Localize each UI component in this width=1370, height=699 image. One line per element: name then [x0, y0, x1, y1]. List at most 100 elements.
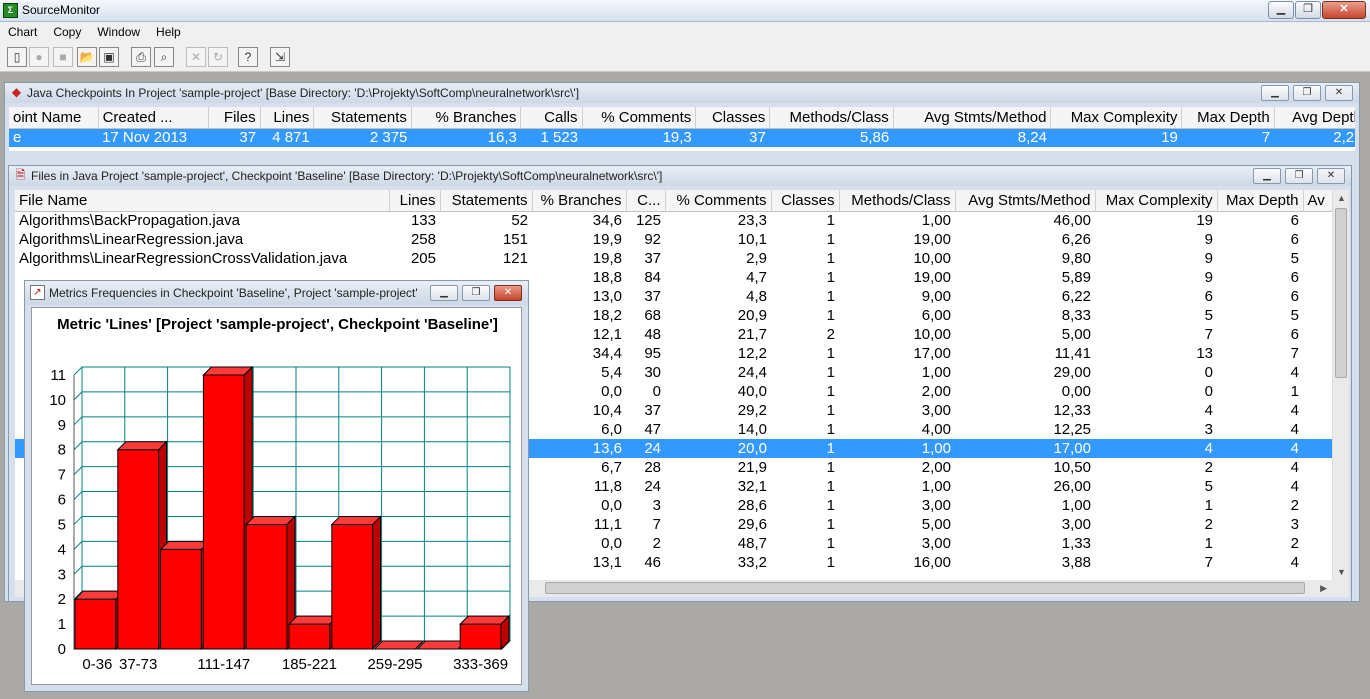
minimize-button[interactable]: ▁ [1268, 1, 1294, 19]
new-icon[interactable]: ▯ [7, 47, 27, 67]
column-header[interactable]: Methods/Class [770, 107, 893, 128]
column-header[interactable]: Lines [389, 190, 440, 211]
table-row[interactable]: e 17 Nov 2013 37 4 871 2 375 16,3 1 523 19,3 37 5… [9, 128, 1355, 147]
table-cell: 2,27 [1274, 128, 1355, 147]
column-header[interactable]: oint Name [9, 107, 98, 128]
gridline [74, 367, 82, 375]
column-header[interactable]: Max Complexity [1095, 190, 1217, 211]
column-header[interactable]: Calls [521, 107, 582, 128]
y-tick-label: 5 [58, 516, 66, 533]
close-button[interactable]: ✕ [1322, 1, 1366, 19]
restore-button[interactable]: ❐ [462, 285, 490, 301]
column-header[interactable]: Avg Stmts/Method [893, 107, 1051, 128]
column-header[interactable]: File Name [15, 190, 389, 211]
restore-button[interactable]: ❐ [1295, 1, 1321, 19]
column-header[interactable]: Classes [771, 190, 839, 211]
table-cell: 6,26 [955, 230, 1095, 249]
column-header[interactable]: C... [626, 190, 665, 211]
table-cell: 29,00 [955, 363, 1095, 382]
stop-icon[interactable]: ■ [53, 47, 73, 67]
table-cell: 33,2 [665, 553, 771, 572]
table-cell: 13,1 [532, 553, 626, 572]
table-cell: 5,89 [955, 268, 1095, 287]
table-cell: 4 [1095, 401, 1217, 420]
minimize-button[interactable]: ▁ [430, 285, 458, 301]
column-header[interactable]: Created ... [98, 107, 209, 128]
column-header[interactable]: Classes [696, 107, 770, 128]
help-cursor-icon[interactable]: ? [238, 47, 258, 67]
scrollbar-thumb[interactable] [1335, 208, 1347, 378]
table-cell: 48 [626, 325, 665, 344]
scrollbar-thumb[interactable] [545, 582, 1305, 594]
table-cell: 29,2 [665, 401, 771, 420]
column-header[interactable]: % Branches [532, 190, 626, 211]
record-icon[interactable]: ● [29, 47, 49, 67]
chart-window: ↗ Metrics Frequencies in Checkpoint 'Bas… [24, 280, 529, 692]
gridline [74, 492, 82, 500]
column-header[interactable]: Files [209, 107, 261, 128]
close-button[interactable]: ✕ [1317, 168, 1345, 184]
print-icon[interactable]: ⎙ [131, 47, 151, 67]
diamond-icon: ◆ [9, 85, 24, 100]
table-cell: 1 [771, 268, 839, 287]
column-header[interactable]: Avg Stmts/Method [955, 190, 1095, 211]
column-header[interactable]: % Comments [582, 107, 696, 128]
refresh-icon[interactable]: ↻ [208, 47, 228, 67]
delete-icon[interactable]: ✕ [186, 47, 206, 67]
restore-button[interactable]: ❐ [1293, 85, 1321, 101]
column-header[interactable]: % Branches [411, 107, 520, 128]
menu-window[interactable]: Window [89, 22, 148, 39]
column-header[interactable]: Lines [260, 107, 314, 128]
minimize-button[interactable]: ▁ [1261, 85, 1289, 101]
column-header[interactable]: Methods/Class [839, 190, 955, 211]
scroll-up-icon[interactable]: ▲ [1337, 193, 1346, 203]
table-cell: e [9, 128, 98, 147]
print-preview-icon[interactable]: ⌕ [154, 47, 174, 67]
column-header[interactable]: Max Complexity [1051, 107, 1182, 128]
gridline [74, 566, 82, 574]
table-cell: 37 [626, 401, 665, 420]
table-row[interactable]: Algorithms\LinearRegression.java 258 151 19… [15, 230, 1349, 249]
column-header[interactable]: Avg Depth [1274, 107, 1355, 128]
table-cell: 19,00 [839, 268, 955, 287]
restore-button[interactable]: ❐ [1285, 168, 1313, 184]
column-header[interactable]: Statements [314, 107, 412, 128]
column-header[interactable]: Max Depth [1217, 190, 1303, 211]
table-cell: 3 [1217, 515, 1303, 534]
menu-copy[interactable]: Copy [45, 22, 89, 39]
close-button[interactable]: ✕ [494, 285, 522, 301]
save-icon[interactable]: ▣ [99, 47, 119, 67]
table-cell: 2,9 [665, 249, 771, 268]
vertical-scrollbar[interactable]: ▲ ▼ [1332, 190, 1349, 580]
scroll-right-icon[interactable]: ▶ [1320, 583, 1327, 594]
table-cell: 1 [1095, 534, 1217, 553]
table-row[interactable]: Algorithms\BackPropagation.java 133 52 34,6… [15, 211, 1349, 230]
checkpoints-table: oint Name Created ... Files Lines Statements… [9, 107, 1355, 151]
y-tick-label: 8 [58, 442, 66, 459]
column-header[interactable]: Max Depth [1182, 107, 1274, 128]
table-cell: 26,00 [955, 477, 1095, 496]
table-cell: 9 [1095, 230, 1217, 249]
table-cell: 1 [771, 249, 839, 268]
table-cell: 11,8 [532, 477, 626, 496]
table-cell: 2 [1217, 534, 1303, 553]
menu-help[interactable]: Help [148, 22, 189, 39]
column-header[interactable]: % Comments [665, 190, 771, 211]
table-row[interactable]: Algorithms\LinearRegressionCrossValidati… [15, 249, 1349, 268]
table-cell: 1 [1217, 382, 1303, 401]
menu-chart[interactable]: Chart [0, 22, 45, 39]
gridline [74, 467, 82, 475]
table-cell: 9,80 [955, 249, 1095, 268]
exit-icon[interactable]: ⇲ [270, 47, 290, 67]
table-cell: 7 [1182, 128, 1274, 147]
table-cell: 52 [440, 211, 532, 230]
table-cell: 21,9 [665, 458, 771, 477]
table-cell: 20,9 [665, 306, 771, 325]
open-icon[interactable]: 📂 [77, 47, 97, 67]
close-button[interactable]: ✕ [1325, 85, 1353, 101]
minimize-button[interactable]: ▁ [1253, 168, 1281, 184]
column-header[interactable]: Statements [440, 190, 532, 211]
scroll-down-icon[interactable]: ▼ [1337, 567, 1346, 577]
table-cell: 1 [771, 477, 839, 496]
table-cell: 7 [1095, 553, 1217, 572]
